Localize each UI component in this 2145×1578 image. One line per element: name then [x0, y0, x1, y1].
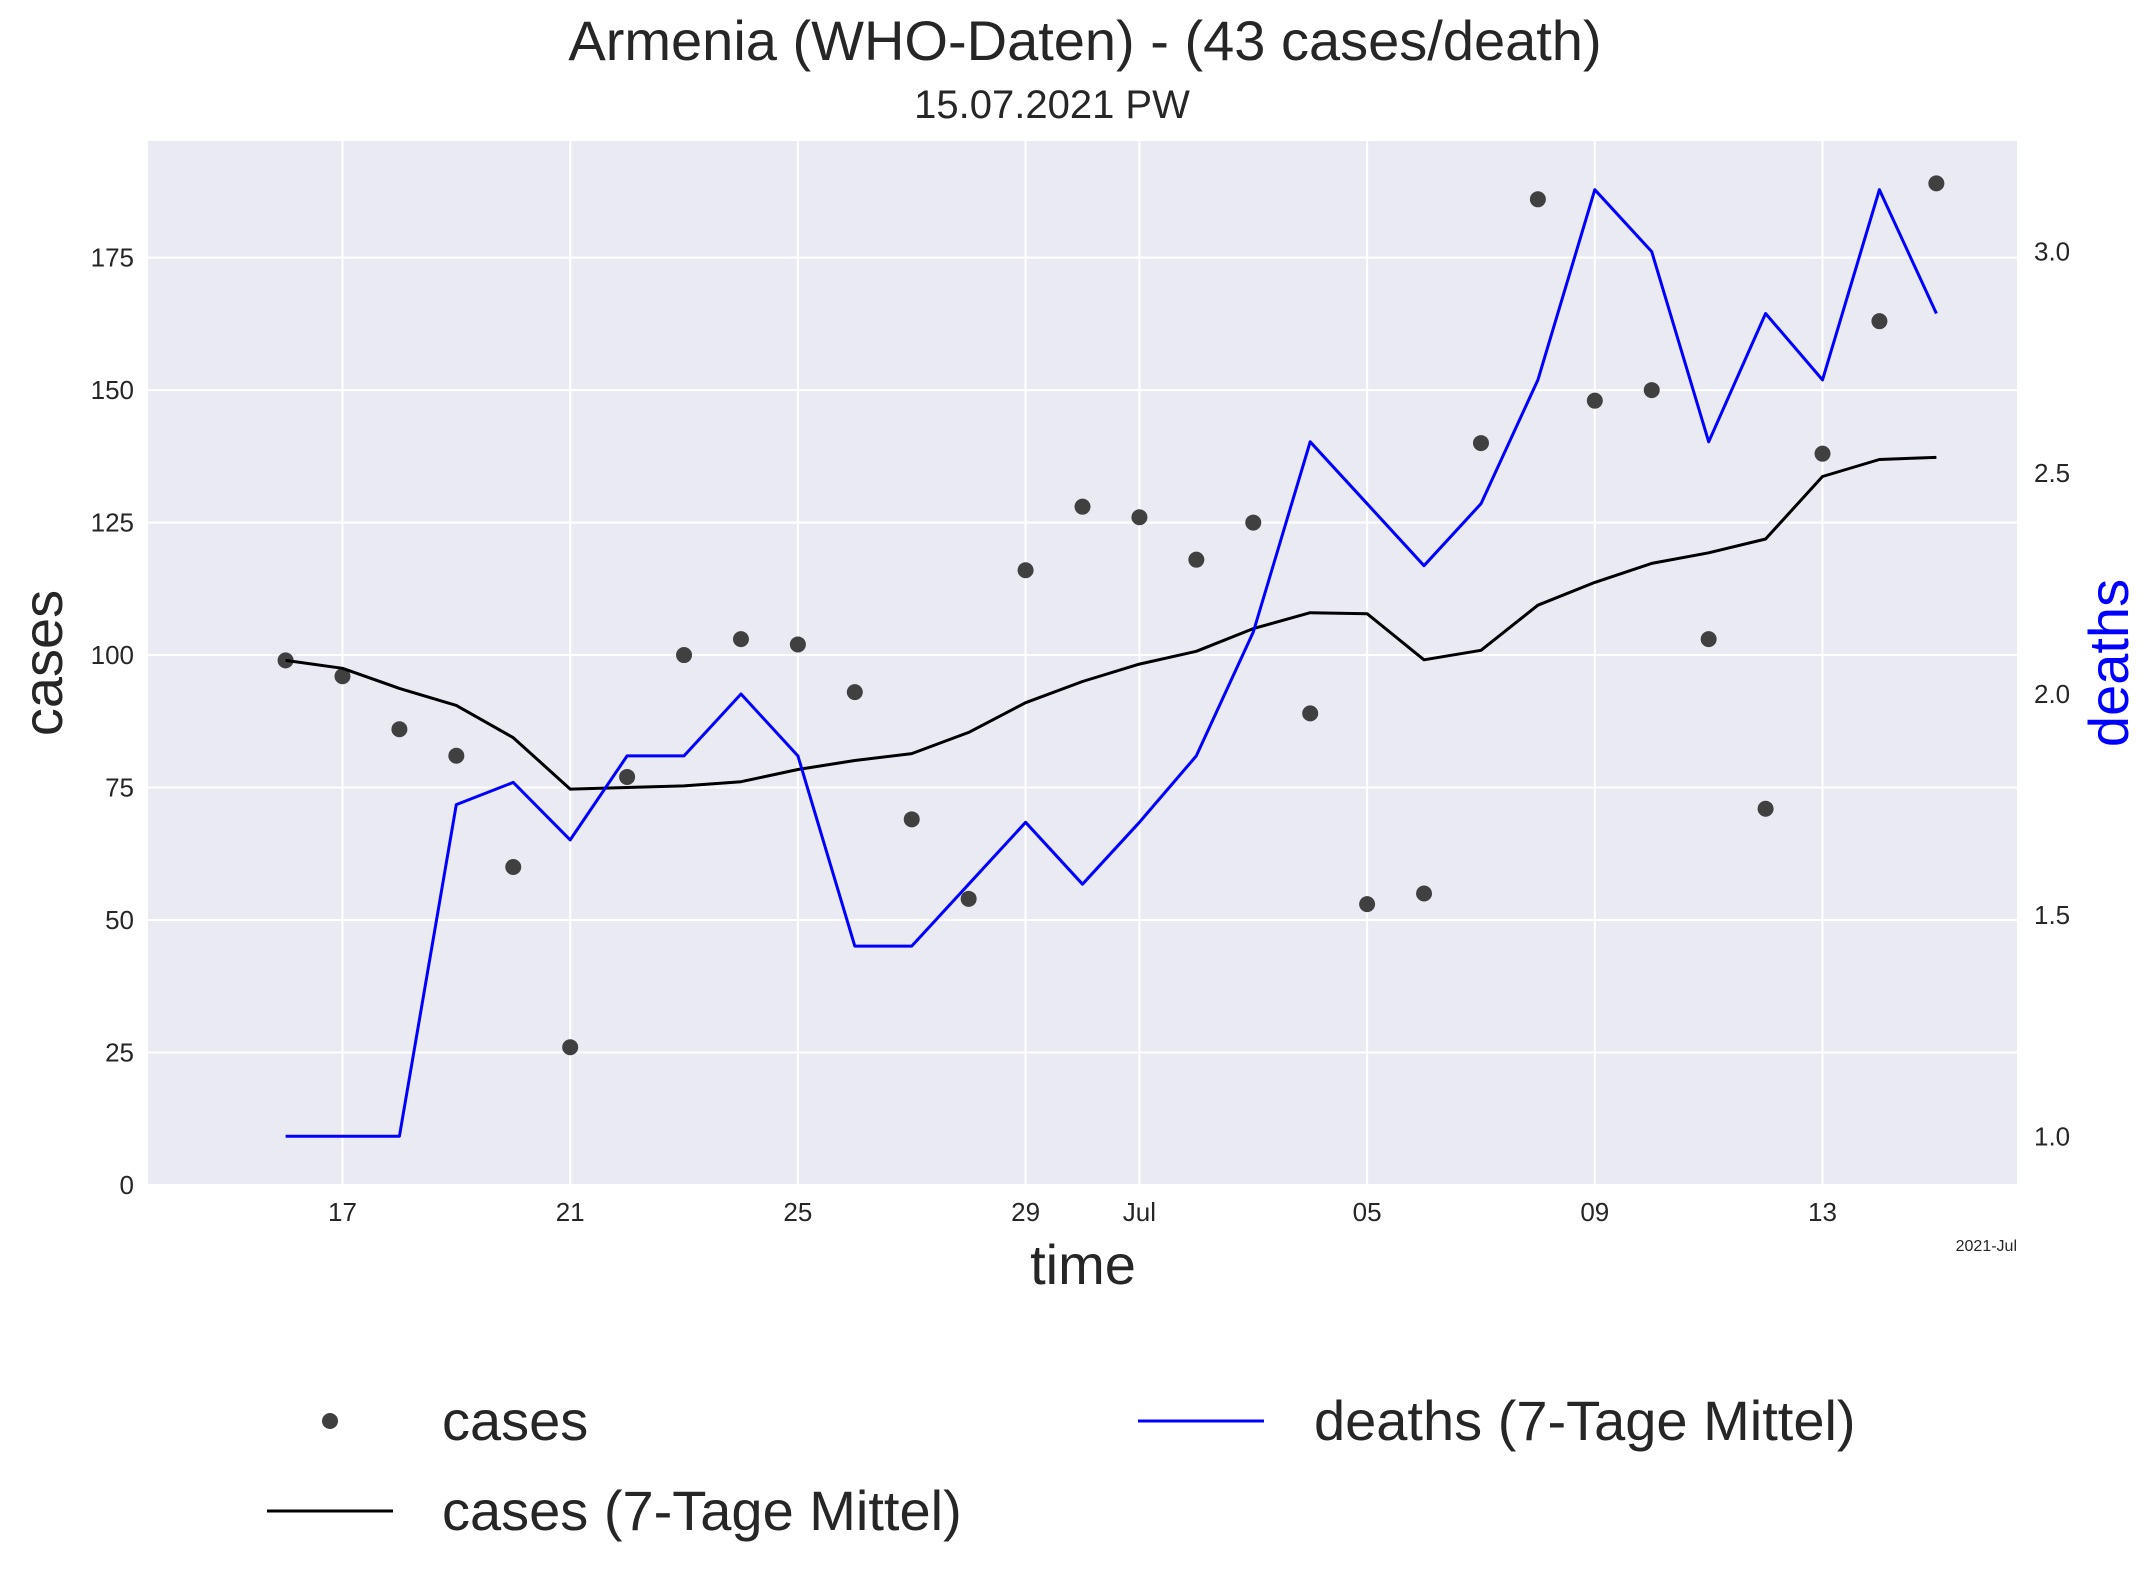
data-point: [562, 1039, 579, 1056]
data-point: [1359, 896, 1376, 913]
legend-label-cases-avg: cases (7-Tage Mittel): [442, 1479, 962, 1542]
series-1: [285, 455, 1937, 791]
data-point: [505, 859, 522, 876]
data-point: [277, 652, 294, 669]
data-point: [1188, 551, 1205, 568]
x-tick-label: Jul: [1123, 1197, 1156, 1227]
x-tick-label: 09: [1580, 1197, 1609, 1227]
series-2: [285, 188, 1938, 1138]
legend-item-cases-avg: cases (7-Tage Mittel): [267, 1479, 962, 1542]
plot-area: [148, 141, 2017, 1185]
series-0: [277, 175, 1945, 1056]
data-point: [1814, 445, 1831, 462]
chart-subtitle: 15.07.2021 PW: [914, 83, 1190, 127]
x-tick-label: 25: [783, 1197, 812, 1227]
data-point: [1472, 435, 1489, 452]
data-point: [1131, 509, 1148, 526]
y-right-axis-label: deaths: [2077, 579, 2140, 747]
y-left-tick-label: 75: [105, 773, 134, 803]
y-gridlines: [148, 256, 2017, 1186]
data-point: [1586, 392, 1603, 409]
data-point: [960, 890, 977, 907]
y-left-tick-labels: 0 25 50 75 100 125 150 175: [91, 243, 134, 1200]
data-point: [732, 631, 749, 648]
data-point: [391, 721, 408, 738]
data-point: [789, 636, 806, 653]
y-left-tick-label: 150: [91, 375, 134, 405]
data-point: [1302, 705, 1319, 722]
data-point: [334, 668, 351, 685]
y-left-axis-label: cases: [11, 590, 74, 736]
data-point: [1757, 800, 1774, 817]
y-right-tick-label: 2.0: [2034, 679, 2070, 709]
y-left-tick-label: 25: [105, 1038, 134, 1068]
y-right-tick-labels: 1.0 1.5 2.0 2.5 3.0: [2034, 237, 2070, 1152]
legend: cases cases (7-Tage Mittel) deaths (7-Ta…: [267, 1389, 1856, 1542]
data-point: [1416, 885, 1433, 902]
legend-item-cases: cases: [322, 1389, 588, 1452]
data-point: [1700, 631, 1717, 648]
data-point: [1643, 382, 1660, 399]
data-point: [619, 768, 636, 785]
x-tick-labels: 17 21 25 29 Jul 05 09 13: [328, 1197, 1837, 1227]
y-right-tick-label: 2.5: [2034, 458, 2070, 488]
data-point: [1871, 313, 1888, 330]
x-tick-label: 21: [556, 1197, 585, 1227]
y-left-tick-label: 50: [105, 905, 134, 935]
data-point: [903, 811, 920, 828]
legend-item-deaths-avg: deaths (7-Tage Mittel): [1138, 1389, 1856, 1452]
legend-marker-cases: [322, 1413, 338, 1429]
legend-label-deaths-avg: deaths (7-Tage Mittel): [1314, 1389, 1856, 1452]
x-tick-label: 17: [328, 1197, 357, 1227]
y-left-tick-label: 125: [91, 508, 134, 538]
x-tick-label: 29: [1011, 1197, 1040, 1227]
legend-label-cases: cases: [442, 1389, 588, 1452]
series-layer: [277, 175, 1945, 1138]
y-left-tick-label: 100: [91, 640, 134, 670]
y-left-tick-label: 0: [120, 1170, 134, 1200]
x-axis-label: time: [1030, 1233, 1136, 1296]
data-point: [846, 684, 863, 701]
series-line: [285, 188, 1938, 1138]
x-tick-label: 05: [1353, 1197, 1382, 1227]
y-right-tick-label: 1.0: [2034, 1121, 2070, 1151]
data-point: [1074, 498, 1091, 515]
chart-title: Armenia (WHO-Daten) - (43 cases/death): [568, 9, 1601, 72]
y-left-tick-label: 175: [91, 243, 134, 273]
y-right-tick-label: 1.5: [2034, 900, 2070, 930]
y-right-tick-label: 3.0: [2034, 237, 2070, 267]
data-point: [676, 647, 693, 664]
series-line: [285, 455, 1937, 791]
data-point: [1529, 191, 1546, 208]
data-point: [448, 747, 465, 764]
x-tick-label: 13: [1808, 1197, 1837, 1227]
data-point: [1245, 514, 1262, 531]
data-point: [1928, 175, 1945, 192]
x-offset-label: 2021-Jul: [1956, 1238, 2017, 1255]
data-point: [1017, 562, 1034, 579]
